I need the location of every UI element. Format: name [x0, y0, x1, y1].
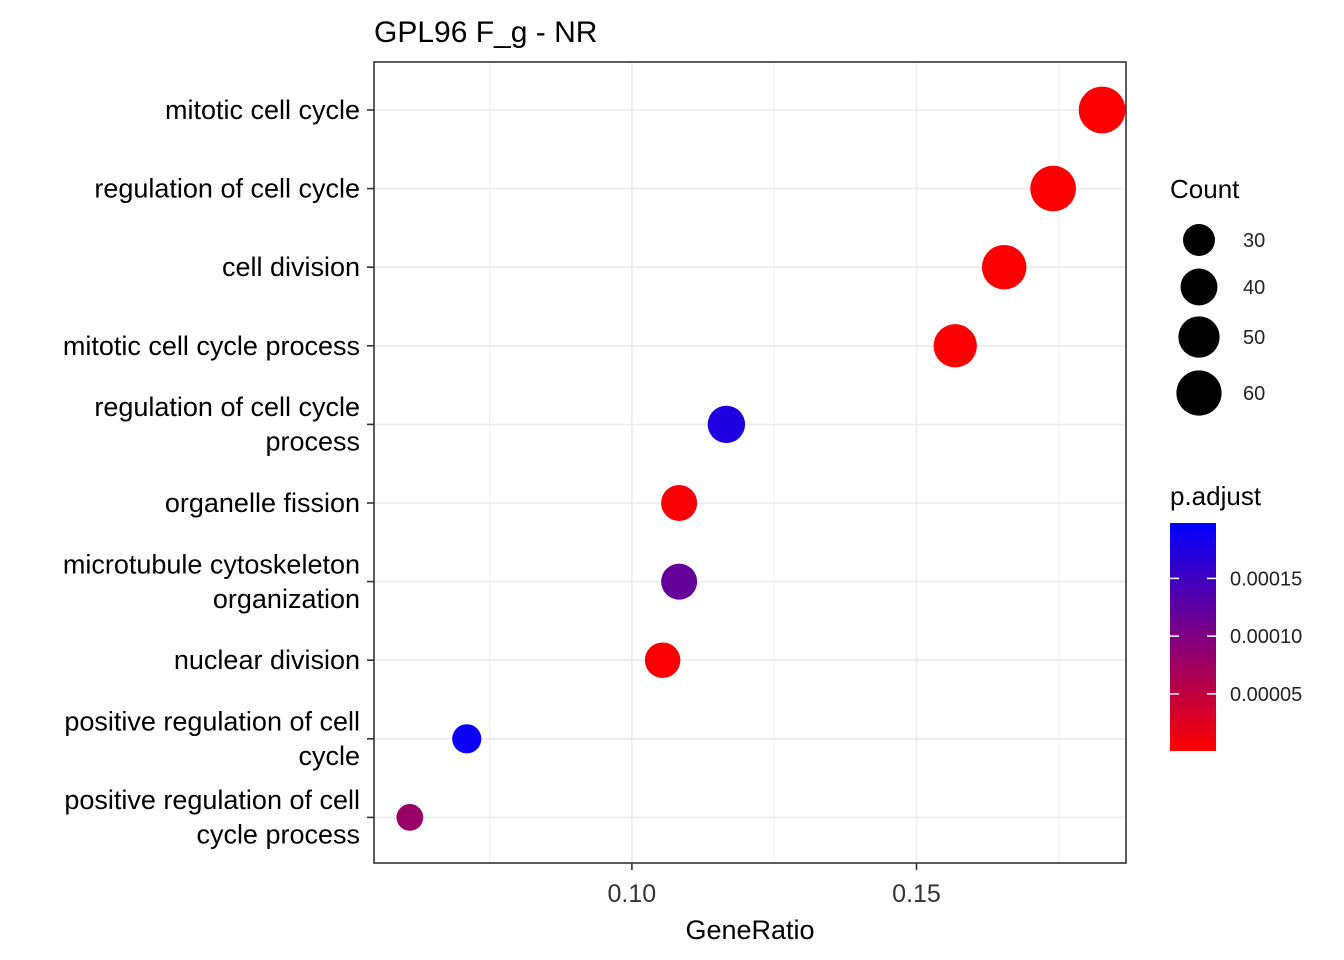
y-tick-label: cycle process: [196, 820, 360, 850]
y-tick-label: nuclear division: [174, 645, 360, 675]
colorbar-tick-label: 0.00010: [1230, 626, 1302, 648]
plot-panel-border: [373, 61, 1127, 864]
data-point: [707, 405, 746, 444]
x-axis: 0.10 0.15: [608, 863, 941, 908]
count-legend-key: [1176, 370, 1222, 416]
y-tick-label: positive regulation of cell: [64, 707, 360, 737]
p-adjust-legend-title: p.adjust: [1170, 481, 1262, 511]
y-tick-label: mitotic cell cycle process: [63, 331, 360, 361]
chart-title: GPL96 F_g - NR: [374, 16, 597, 49]
y-tick-label: regulation of cell cycle: [94, 174, 360, 204]
data-point: [661, 563, 698, 600]
count-legend-label: 30: [1243, 230, 1265, 252]
x-tick-label: 0.10: [608, 880, 657, 908]
data-point: [1030, 165, 1076, 212]
x-tick-label: 0.15: [892, 880, 941, 908]
y-tick-label: regulation of cell cycle: [94, 392, 360, 422]
y-tick-label: cycle: [298, 741, 360, 771]
y-tick-label: organelle fission: [165, 488, 360, 518]
count-legend-label: 50: [1243, 327, 1265, 349]
count-legend: Count 30 40 50 60: [1170, 174, 1265, 416]
count-legend-key: [1178, 316, 1220, 358]
data-point: [396, 804, 424, 831]
data-point: [452, 724, 482, 754]
count-legend-key: [1183, 224, 1215, 256]
data-point: [1078, 86, 1126, 134]
p-adjust-colorbar: [1170, 523, 1216, 751]
count-legend-title: Count: [1170, 174, 1240, 204]
colorbar-tick-label: 0.00005: [1230, 684, 1302, 706]
y-tick-label: organization: [213, 584, 360, 614]
p-adjust-legend: p.adjust 0.00005 0.00010 0.00015: [1170, 481, 1302, 751]
y-axis: mitotic cell cycle regulation of cell cyc…: [63, 95, 374, 850]
count-legend-key: [1180, 268, 1218, 306]
count-legend-label: 40: [1243, 277, 1265, 299]
grid: [374, 62, 1126, 863]
data-point: [981, 244, 1027, 290]
y-tick-label: positive regulation of cell: [64, 785, 360, 815]
data-point: [661, 484, 698, 522]
data-point: [644, 642, 681, 678]
data-points: [396, 86, 1126, 831]
y-tick-label: mitotic cell cycle: [165, 95, 360, 125]
y-tick-label: microtubule cytoskeleton: [63, 549, 360, 579]
y-tick-label: process: [265, 427, 360, 457]
data-point: [933, 324, 977, 368]
y-tick-label: cell division: [222, 252, 360, 282]
x-axis-label: GeneRatio: [685, 915, 814, 945]
colorbar-tick-label: 0.00015: [1230, 568, 1302, 590]
count-legend-label: 60: [1243, 383, 1265, 405]
